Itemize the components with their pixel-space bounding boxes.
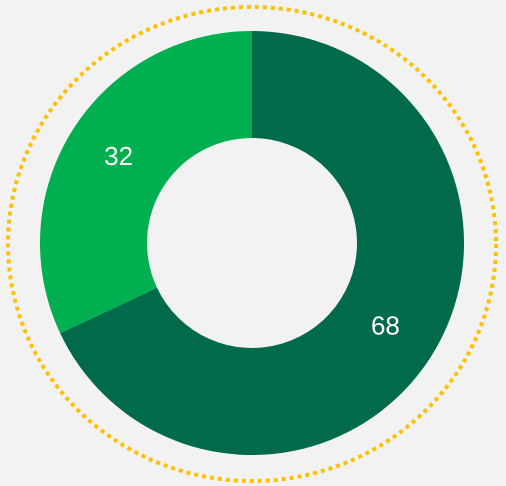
data-label: 68 (371, 311, 400, 341)
donut-slice (40, 31, 253, 334)
dotted-border (6, 5, 498, 483)
donut-slice (60, 31, 465, 455)
data-label: 32 (104, 141, 133, 171)
